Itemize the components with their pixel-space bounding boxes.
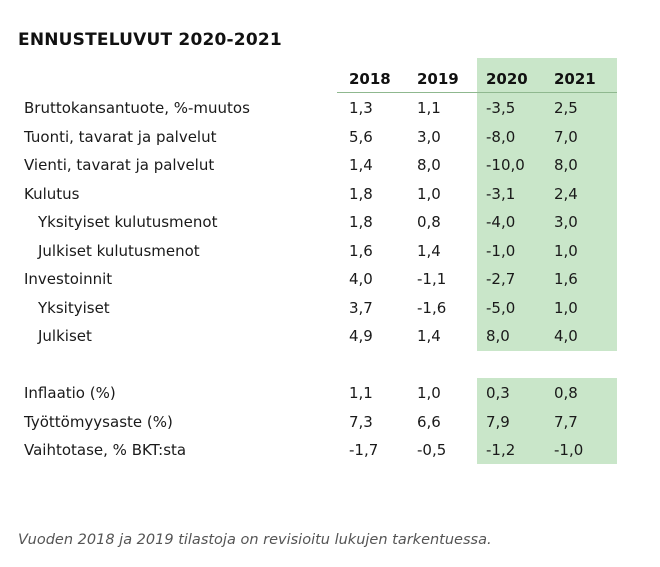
cell-2020: 7,9 bbox=[486, 413, 510, 431]
cell-2019: 8,0 bbox=[417, 156, 441, 174]
cell-2018: 1,6 bbox=[349, 242, 373, 260]
cell-2021: 1,6 bbox=[554, 270, 578, 288]
cell-2020: -4,0 bbox=[486, 213, 516, 231]
cell-2020: -3,1 bbox=[486, 185, 516, 203]
cell-2019: 1,4 bbox=[417, 327, 441, 345]
row-label: Julkiset kulutusmenot bbox=[38, 242, 200, 260]
cell-2020: -1,0 bbox=[486, 242, 516, 260]
cell-2020: -10,0 bbox=[486, 156, 525, 174]
cell-2019: 1,1 bbox=[417, 99, 441, 117]
cell-2021: 1,0 bbox=[554, 299, 578, 317]
table-row: Bruttokansantuote, %-muutos 1,3 1,1 -3,5… bbox=[0, 99, 660, 127]
cell-2021: 4,0 bbox=[554, 327, 578, 345]
cell-2019: 1,0 bbox=[417, 384, 441, 402]
row-label: Bruttokansantuote, %-muutos bbox=[24, 99, 250, 117]
cell-2019: 1,0 bbox=[417, 185, 441, 203]
column-header-2018: 2018 bbox=[349, 70, 391, 88]
row-label: Yksityiset bbox=[38, 299, 110, 317]
cell-2019: -1,1 bbox=[417, 270, 447, 288]
table-row: Yksityiset kulutusmenot 1,8 0,8 -4,0 3,0 bbox=[0, 213, 660, 241]
cell-2021: 2,5 bbox=[554, 99, 578, 117]
cell-2018: 1,8 bbox=[349, 213, 373, 231]
table-row: Investoinnit 4,0 -1,1 -2,7 1,6 bbox=[0, 270, 660, 298]
cell-2018: 1,4 bbox=[349, 156, 373, 174]
table-row: Inflaatio (%) 1,1 1,0 0,3 0,8 bbox=[0, 384, 660, 412]
column-header-2020: 2020 bbox=[486, 70, 528, 88]
cell-2021: 7,7 bbox=[554, 413, 578, 431]
cell-2021: 0,8 bbox=[554, 384, 578, 402]
cell-2018: 4,0 bbox=[349, 270, 373, 288]
column-header-2021: 2021 bbox=[554, 70, 596, 88]
cell-2021: -1,0 bbox=[554, 441, 584, 459]
cell-2020: -3,5 bbox=[486, 99, 516, 117]
footnote: Vuoden 2018 ja 2019 tilastoja on revisio… bbox=[18, 532, 492, 548]
header-divider bbox=[337, 92, 617, 93]
cell-2018: 7,3 bbox=[349, 413, 373, 431]
cell-2020: -8,0 bbox=[486, 128, 516, 146]
cell-2019: 6,6 bbox=[417, 413, 441, 431]
row-label: Vienti, tavarat ja palvelut bbox=[24, 156, 215, 174]
row-label: Inflaatio (%) bbox=[24, 384, 116, 402]
row-label: Vaihtotase, % BKT:sta bbox=[24, 441, 187, 459]
cell-2020: -5,0 bbox=[486, 299, 516, 317]
row-label: Kulutus bbox=[24, 185, 80, 203]
cell-2019: -0,5 bbox=[417, 441, 447, 459]
cell-2018: 4,9 bbox=[349, 327, 373, 345]
table-row: Yksityiset 3,7 -1,6 -5,0 1,0 bbox=[0, 299, 660, 327]
cell-2019: 0,8 bbox=[417, 213, 441, 231]
table-row: Tuonti, tavarat ja palvelut 5,6 3,0 -8,0… bbox=[0, 128, 660, 156]
row-label: Tuonti, tavarat ja palvelut bbox=[24, 128, 217, 146]
cell-2021: 7,0 bbox=[554, 128, 578, 146]
forecast-column-shading-bottom bbox=[477, 378, 617, 464]
cell-2021: 8,0 bbox=[554, 156, 578, 174]
cell-2019: 3,0 bbox=[417, 128, 441, 146]
cell-2018: 1,8 bbox=[349, 185, 373, 203]
table-row: Kulutus 1,8 1,0 -3,1 2,4 bbox=[0, 185, 660, 213]
cell-2018: 3,7 bbox=[349, 299, 373, 317]
row-label: Yksityiset kulutusmenot bbox=[38, 213, 218, 231]
cell-2018: 1,1 bbox=[349, 384, 373, 402]
table-title: ENNUSTELUVUT 2020-2021 bbox=[18, 30, 282, 50]
cell-2020: 0,3 bbox=[486, 384, 510, 402]
cell-2018: 1,3 bbox=[349, 99, 373, 117]
cell-2019: -1,6 bbox=[417, 299, 447, 317]
cell-2018: -1,7 bbox=[349, 441, 379, 459]
row-label: Työttömyysaste (%) bbox=[24, 413, 173, 431]
cell-2020: 8,0 bbox=[486, 327, 510, 345]
table-row: Vienti, tavarat ja palvelut 1,4 8,0 -10,… bbox=[0, 156, 660, 184]
cell-2020: -2,7 bbox=[486, 270, 516, 288]
table-row: Julkiset 4,9 1,4 8,0 4,0 bbox=[0, 327, 660, 355]
row-label: Investoinnit bbox=[24, 270, 113, 288]
table-row: Vaihtotase, % BKT:sta -1,7 -0,5 -1,2 -1,… bbox=[0, 441, 660, 469]
cell-2020: -1,2 bbox=[486, 441, 516, 459]
cell-2021: 3,0 bbox=[554, 213, 578, 231]
column-header-2019: 2019 bbox=[417, 70, 459, 88]
cell-2021: 1,0 bbox=[554, 242, 578, 260]
row-label: Julkiset bbox=[38, 327, 92, 345]
table-row: Julkiset kulutusmenot 1,6 1,4 -1,0 1,0 bbox=[0, 242, 660, 270]
forecast-column-shading-top bbox=[477, 58, 617, 351]
cell-2021: 2,4 bbox=[554, 185, 578, 203]
cell-2018: 5,6 bbox=[349, 128, 373, 146]
cell-2019: 1,4 bbox=[417, 242, 441, 260]
table-row: Työttömyysaste (%) 7,3 6,6 7,9 7,7 bbox=[0, 413, 660, 441]
